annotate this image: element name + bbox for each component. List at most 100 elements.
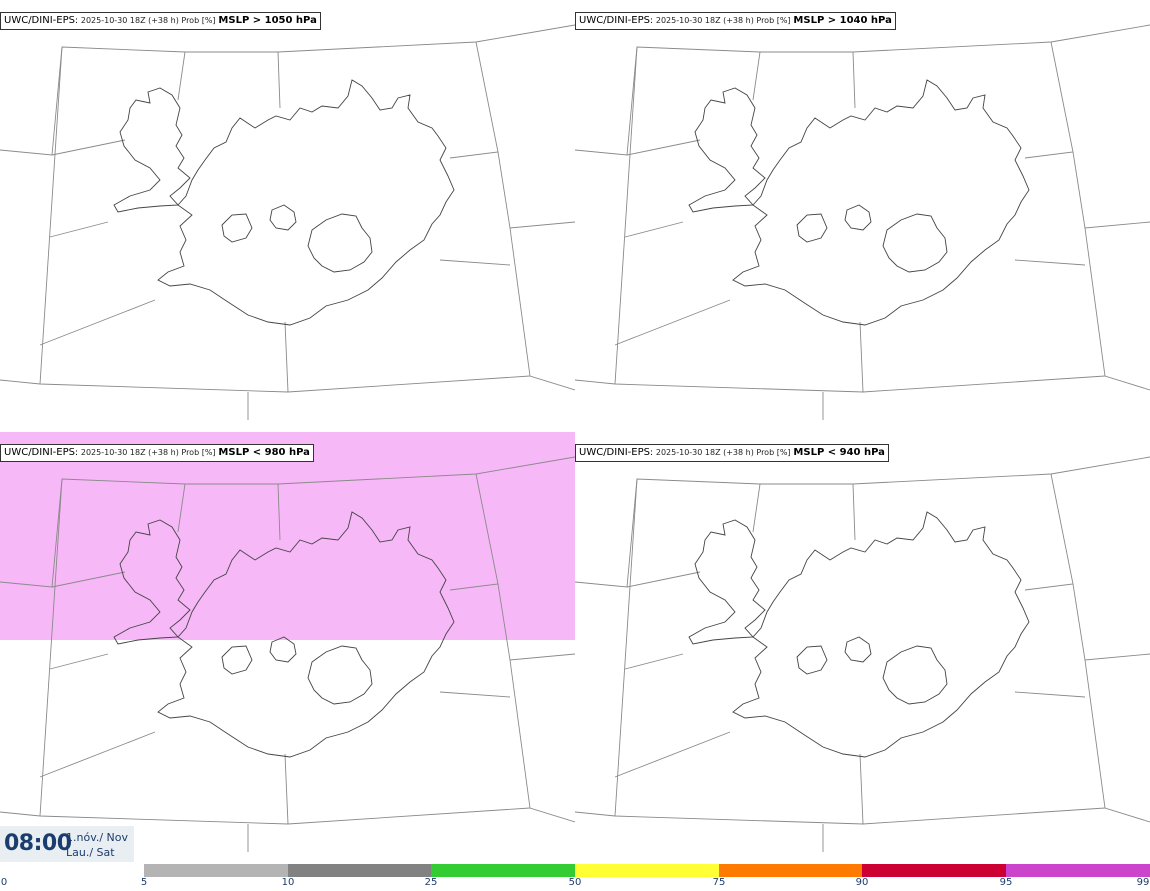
graticule-line: [575, 375, 1106, 393]
graticule-line: [614, 731, 731, 778]
variable-name: MSLP > 1050 hPa: [218, 15, 317, 26]
graticule-line: [39, 478, 63, 817]
colorbar-segment: [0, 864, 144, 877]
graticule-line: [0, 807, 531, 825]
model-name: UWC/DINI-EPS: [4, 15, 75, 26]
panel-title: UWC/DINI-EPS: 2025-10-30 18Z (+38 h) Pro…: [575, 444, 889, 462]
graticule-line: [624, 653, 684, 670]
iceland-basemap: [0, 24, 575, 420]
run-info: 2025-10-30 18Z (+38 h) Prob [%]: [655, 448, 791, 457]
valid-time-box: 08:00 1.nóv./ Nov Lau./ Sat: [0, 826, 134, 862]
colorbar-label: 95: [999, 877, 1013, 888]
valid-date-line2: Lau./ Sat: [66, 846, 115, 859]
graticule-line: [575, 456, 1150, 588]
colorbar-label: 0: [0, 877, 8, 888]
graticule-line: [0, 375, 531, 393]
iceland-coastline: [113, 79, 455, 326]
model-name: UWC/DINI-EPS: [579, 447, 650, 458]
iceland-basemap: [575, 24, 1150, 420]
graticule-line: [439, 691, 511, 698]
model-name: UWC/DINI-EPS: [579, 15, 650, 26]
graticule-line: [277, 483, 281, 541]
graticule-line: [1084, 227, 1150, 391]
run-info: 2025-10-30 18Z (+38 h) Prob [%]: [80, 448, 216, 457]
graticule-line: [177, 51, 186, 101]
graticule-line: [614, 478, 638, 817]
graticule-line: [49, 221, 109, 238]
probability-field: [0, 432, 575, 640]
graticule-line: [626, 139, 701, 156]
graticule-line: [1024, 473, 1074, 591]
graticule-line: [1084, 659, 1150, 823]
graticule-line: [51, 571, 126, 588]
graticule-line: [51, 139, 126, 156]
graticule-line: [624, 221, 684, 238]
graticule-line: [859, 753, 864, 825]
graticule-line: [497, 151, 575, 229]
map-panel-mslp-lt-940: UWC/DINI-EPS: 2025-10-30 18Z (+38 h) Pro…: [575, 432, 1150, 862]
graticule-line: [497, 583, 575, 661]
colorbar-segment: [575, 864, 719, 877]
graticule-line: [49, 653, 109, 670]
colorbar-segment: [862, 864, 1006, 877]
graticule-line: [509, 659, 575, 823]
valid-time-clock: 08:00: [4, 831, 72, 856]
colorbar-label: 50: [568, 877, 582, 888]
graticule-line: [575, 807, 1106, 825]
model-name: UWC/DINI-EPS: [4, 447, 75, 458]
colorbar-label: 90: [855, 877, 869, 888]
colorbar-segment: [1006, 864, 1150, 877]
variable-name: MSLP < 940 hPa: [793, 447, 885, 458]
graticule-line: [39, 299, 156, 346]
map-panel-mslp-gt-1040: UWC/DINI-EPS: 2025-10-30 18Z (+38 h) Pro…: [575, 0, 1150, 432]
colorbar-segment: [719, 864, 862, 877]
colorbar-segment: [431, 864, 575, 877]
panel-title: UWC/DINI-EPS: 2025-10-30 18Z (+38 h) Pro…: [575, 12, 896, 30]
panel-title: UWC/DINI-EPS: 2025-10-30 18Z (+38 h) Pro…: [0, 444, 314, 462]
graticule-line: [1014, 691, 1086, 698]
graticule-line: [0, 24, 575, 156]
map-panel-mslp-lt-980: UWC/DINI-EPS: 2025-10-30 18Z (+38 h) Pro…: [0, 432, 575, 862]
iceland-coastline: [113, 511, 455, 758]
graticule-line: [1072, 151, 1150, 229]
graticule-line: [852, 483, 856, 541]
graticule-line: [1014, 259, 1086, 266]
colorbar-label: 99: [1136, 877, 1150, 888]
graticule-line: [449, 473, 499, 591]
variable-name: MSLP < 980 hPa: [218, 447, 310, 458]
colorbar-label: 5: [140, 877, 148, 888]
colorbar-label: 25: [424, 877, 438, 888]
graticule-line: [509, 227, 575, 391]
variable-name: MSLP > 1040 hPa: [793, 15, 892, 26]
graticule-line: [614, 299, 731, 346]
graticule-line: [177, 483, 186, 533]
graticule-line: [284, 321, 289, 393]
graticule-line: [852, 51, 856, 109]
run-info: 2025-10-30 18Z (+38 h) Prob [%]: [80, 16, 216, 25]
graticule-line: [449, 41, 499, 159]
iceland-coastline: [688, 511, 1030, 758]
colorbar-label: 10: [281, 877, 295, 888]
graticule-line: [859, 321, 864, 393]
graticule-line: [575, 24, 1150, 156]
prob-band-99: [0, 432, 575, 640]
graticule-line: [1024, 41, 1074, 159]
graticule-line: [614, 46, 638, 385]
iceland-basemap: [0, 456, 575, 852]
graticule-line: [284, 753, 289, 825]
map-panel-mslp-gt-1050: UWC/DINI-EPS: 2025-10-30 18Z (+38 h) Pro…: [0, 0, 575, 432]
iceland-coastline: [688, 79, 1030, 326]
run-info: 2025-10-30 18Z (+38 h) Prob [%]: [655, 16, 791, 25]
graticule-line: [752, 483, 761, 533]
graticule-line: [626, 571, 701, 588]
panel-title: UWC/DINI-EPS: 2025-10-30 18Z (+38 h) Pro…: [0, 12, 321, 30]
graticule-line: [439, 259, 511, 266]
graticule-line: [1072, 583, 1150, 661]
colorbar-segment: [144, 864, 288, 877]
iceland-basemap: [575, 456, 1150, 852]
graticule-line: [0, 456, 575, 588]
graticule-line: [39, 46, 63, 385]
colorbar-segment: [288, 864, 431, 877]
colorbar-label: 75: [712, 877, 726, 888]
graticule-line: [752, 51, 761, 101]
